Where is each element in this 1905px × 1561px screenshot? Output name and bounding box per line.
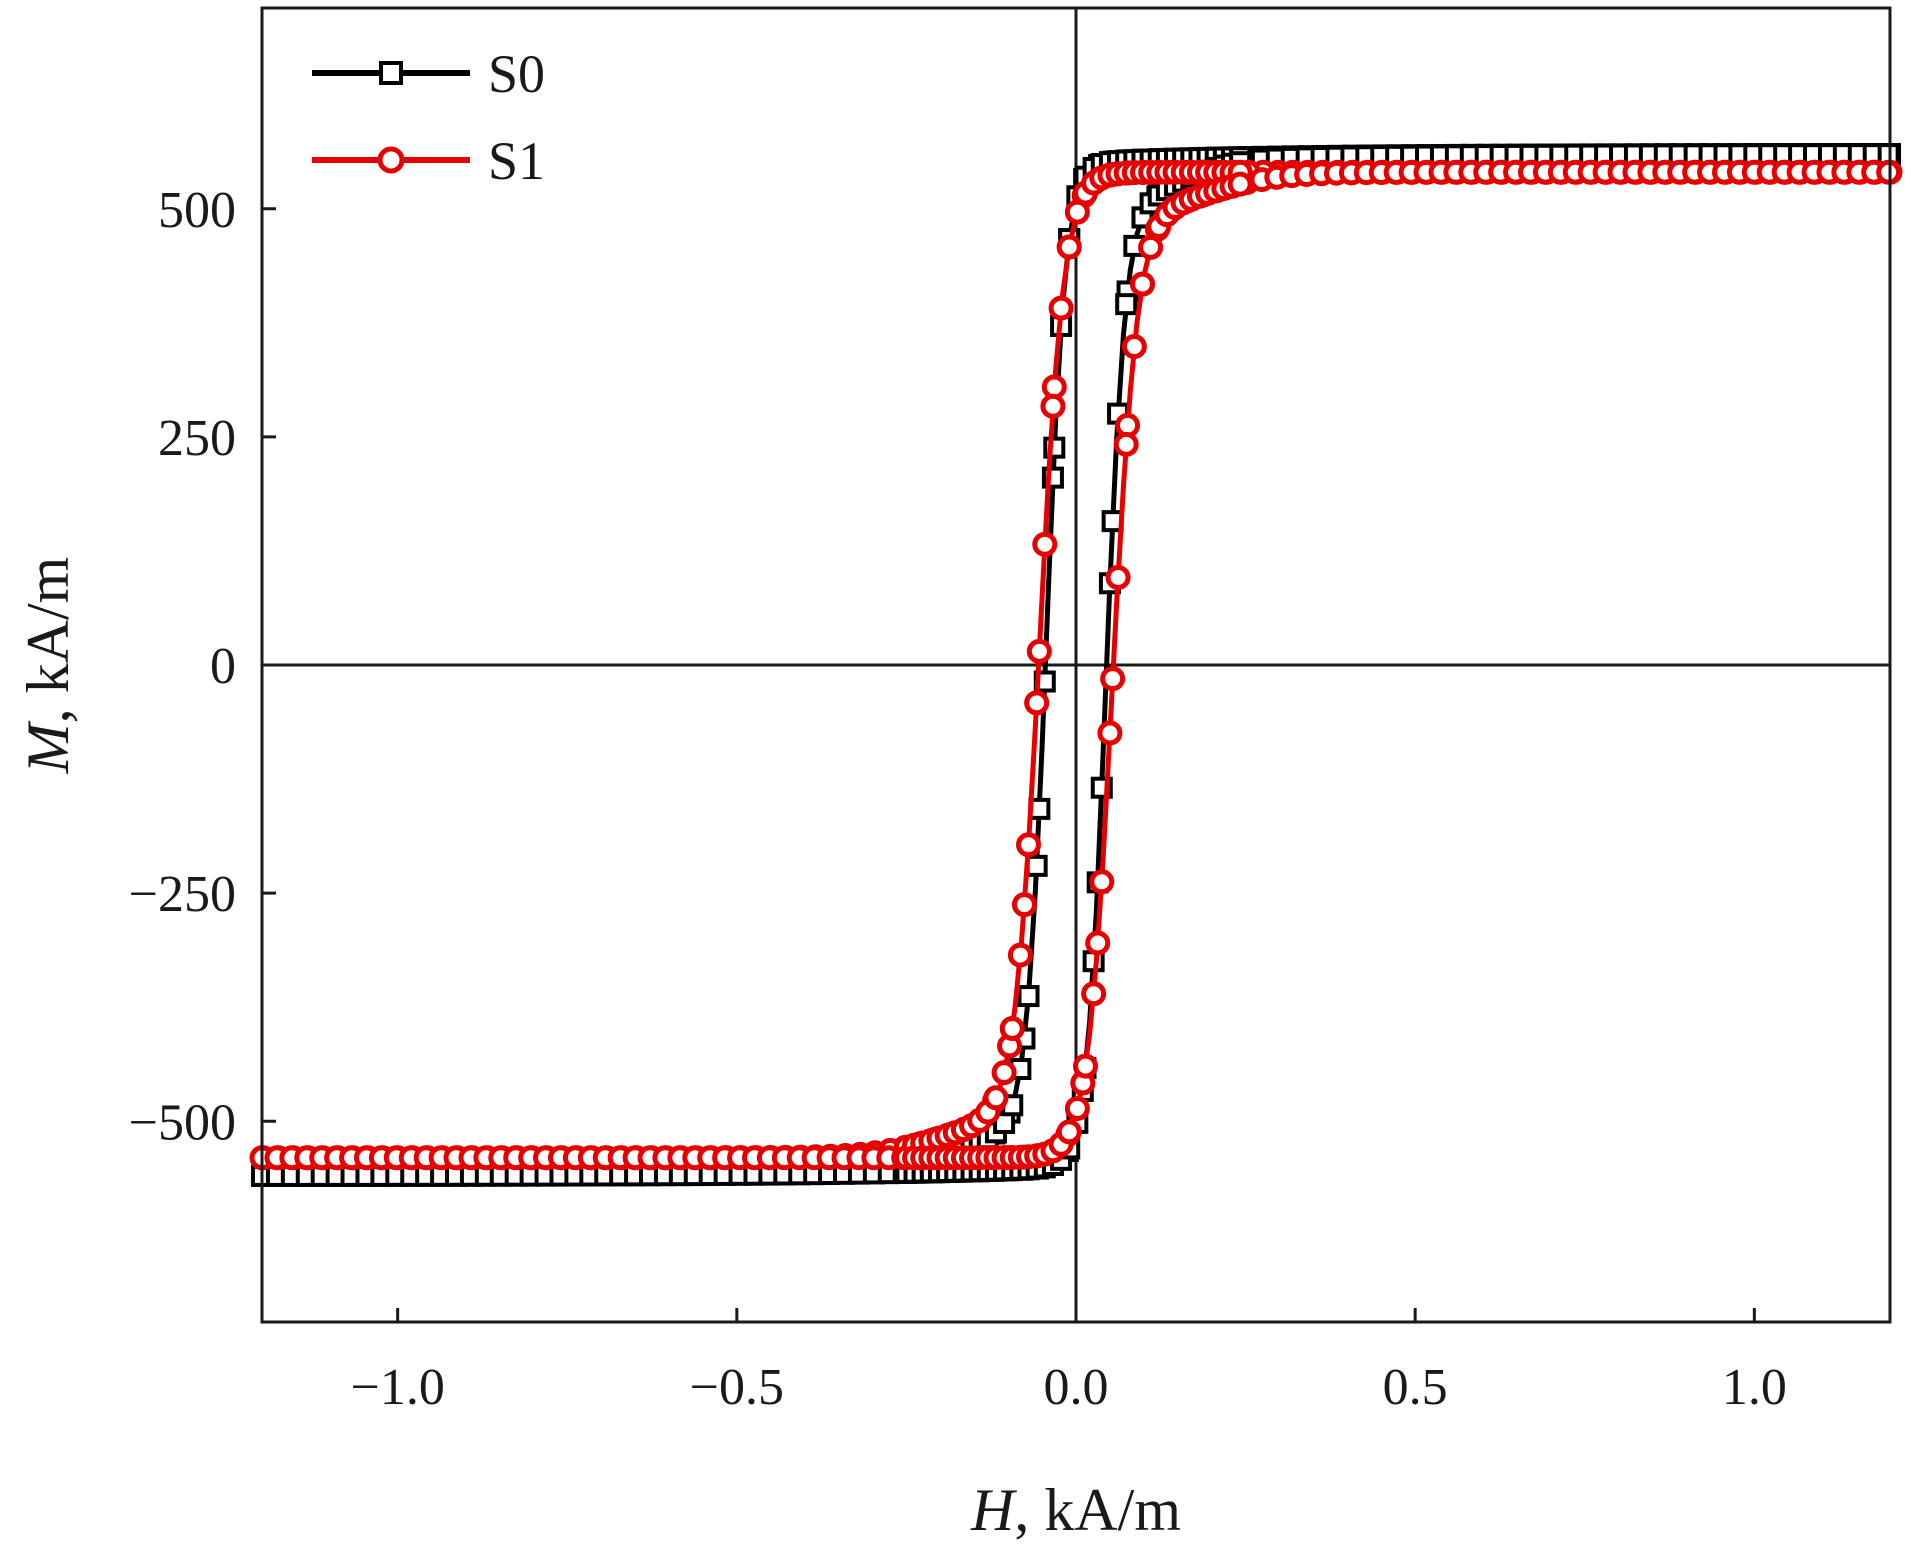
legend-item-S0: S0 — [312, 44, 545, 104]
y-axis-label-var: M — [15, 720, 81, 774]
x-tick-label: 0.5 — [1383, 1359, 1448, 1416]
data-point-S0 — [1017, 985, 1040, 1008]
data-point-S0 — [1115, 293, 1138, 316]
y-axis-label-unit: , kA/m — [15, 557, 81, 724]
legend-label: S1 — [488, 131, 545, 191]
axis-ticks: −1.0 −0.5 0.0 0.5 1.0 −500 −250 0 250 500 — [129, 182, 1787, 1416]
y-tick-label: −250 — [129, 866, 236, 923]
y-tick-label: 500 — [158, 182, 236, 239]
data-point-S1 — [1056, 234, 1082, 260]
data-point-S1 — [991, 1060, 1017, 1086]
data-point-S1 — [1121, 334, 1147, 360]
data-point-S1 — [1048, 295, 1074, 321]
x-tick-label: 1.0 — [1722, 1359, 1787, 1416]
data-point-S1 — [1016, 832, 1042, 858]
y-tick-label: −500 — [129, 1094, 236, 1151]
y-tick-label: 250 — [158, 410, 236, 467]
data-point-S1 — [1024, 690, 1050, 716]
data-point-S1 — [983, 1085, 1009, 1111]
data-point-S1 — [1113, 431, 1139, 457]
data-point-S1 — [1100, 666, 1126, 692]
data-point-S1 — [1089, 869, 1115, 895]
data-point-S1 — [1129, 271, 1155, 297]
data-point-S1 — [1040, 393, 1066, 419]
x-axis-label: H, kA/m — [970, 1477, 1181, 1543]
series-layer — [249, 143, 1903, 1187]
data-point-S1 — [1056, 1119, 1082, 1145]
legend-item-S1: S1 — [312, 131, 545, 191]
data-point-S1 — [1105, 564, 1131, 590]
data-point-S1 — [1097, 720, 1123, 746]
data-point-S1 — [1026, 638, 1052, 664]
x-axis-label-var: H — [970, 1477, 1018, 1543]
data-point-S1 — [999, 1015, 1025, 1041]
data-point-S1 — [1227, 171, 1253, 197]
data-point-S1 — [1032, 531, 1058, 557]
legend-marker-circle — [377, 146, 405, 174]
data-point-S1 — [1085, 930, 1111, 956]
x-tick-label: 0.0 — [1044, 1359, 1109, 1416]
data-point-S0 — [1025, 854, 1048, 877]
legend-marker-square — [379, 61, 403, 85]
y-axis-label: M, kA/m — [15, 557, 81, 775]
data-point-S1 — [1138, 234, 1164, 260]
data-point-S1 — [1081, 981, 1107, 1007]
x-tick-label: −1.0 — [351, 1359, 445, 1416]
legend-label: S0 — [488, 44, 545, 104]
data-point-S1 — [1007, 942, 1033, 968]
y-tick-label: 0 — [210, 638, 236, 695]
data-point-S1 — [1064, 1095, 1090, 1121]
x-axis-label-unit: , kA/m — [1014, 1477, 1181, 1543]
data-point-S1 — [1011, 892, 1037, 918]
x-tick-label: −0.5 — [690, 1359, 784, 1416]
series-S1 — [249, 159, 1903, 1171]
data-point-S1 — [1072, 1053, 1098, 1079]
